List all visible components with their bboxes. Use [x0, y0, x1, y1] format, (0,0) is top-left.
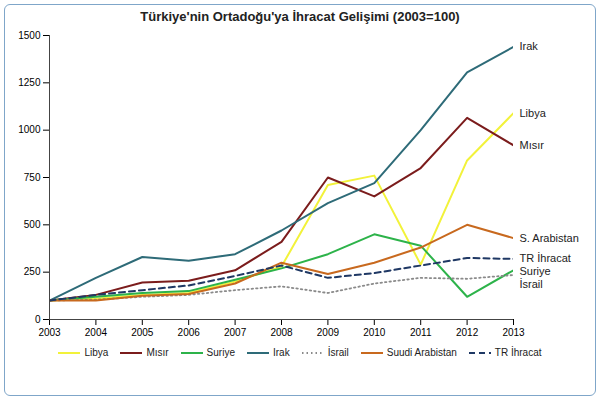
svg-text:TR İhracat: TR İhracat [520, 252, 571, 264]
html-text:TR İhracat: TR İhracat [494, 347, 542, 358]
html-text:İsrail: İsrail [327, 347, 349, 358]
html-text:Suriye: Suriye [206, 347, 235, 358]
svg-text:2011: 2011 [410, 327, 432, 338]
svg-text:2005: 2005 [131, 327, 154, 338]
svg-text:1500: 1500 [18, 30, 41, 41]
svg-text:Suriye: Suriye [520, 265, 551, 277]
html-text:Irak: Irak [273, 347, 290, 358]
svg-text:750: 750 [24, 172, 41, 183]
svg-text:Irak: Irak [520, 40, 539, 52]
html-text:Türkiye'nin Ortadoğu'ya İhraca: Türkiye'nin Ortadoğu'ya İhracat Gelişimi… [140, 9, 460, 24]
svg-text:1000: 1000 [18, 124, 41, 135]
svg-text:500: 500 [24, 219, 41, 230]
svg-text:2004: 2004 [85, 327, 108, 338]
svg-text:0: 0 [35, 314, 41, 325]
svg-text:Mısır: Mısır [520, 139, 545, 151]
svg-text:2009: 2009 [317, 327, 340, 338]
svg-text:1250: 1250 [18, 77, 41, 88]
svg-text:2007: 2007 [224, 327, 247, 338]
svg-text:2003: 2003 [38, 327, 61, 338]
html-text:Suudi Arabistan: Suudi Arabistan [386, 347, 457, 358]
svg-text:2012: 2012 [456, 327, 479, 338]
svg-text:2006: 2006 [178, 327, 201, 338]
svg-text:Libya: Libya [520, 107, 547, 119]
html-text:Mısır: Mısır [146, 347, 169, 358]
svg-text:İsrail: İsrail [520, 278, 543, 290]
svg-text:S. Arabistan: S. Arabistan [520, 232, 579, 244]
svg-text:2010: 2010 [363, 327, 386, 338]
svg-text:2008: 2008 [270, 327, 293, 338]
svg-text:2013: 2013 [502, 327, 525, 338]
svg-text:250: 250 [24, 266, 41, 277]
html-text:Libya: Libya [84, 347, 109, 358]
